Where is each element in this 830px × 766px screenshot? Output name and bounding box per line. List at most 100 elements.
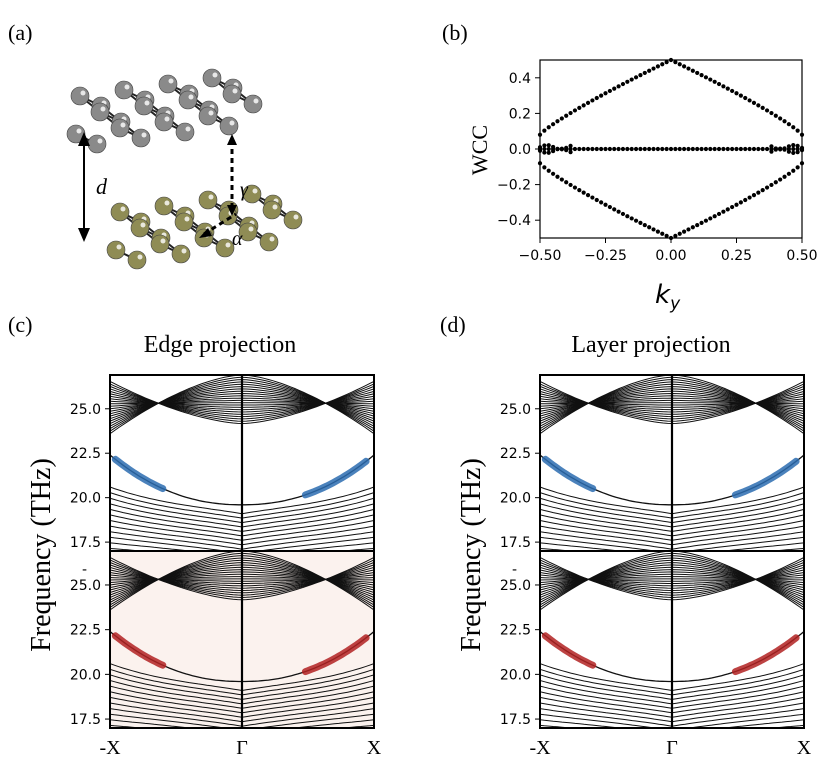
wcc-point-lower xyxy=(660,231,665,236)
wcc-point-upper xyxy=(682,64,687,69)
layer-panel-ytick-label: 20.0 xyxy=(500,491,531,507)
wcc-point-flat xyxy=(599,146,604,152)
bottom-layer-atom xyxy=(106,240,126,260)
layer-panel-band-line xyxy=(540,719,804,728)
wcc-point-upper xyxy=(773,113,778,118)
top-layer-atom-highlight xyxy=(80,90,86,96)
wcc-point-upper xyxy=(716,81,722,87)
wcc-point-flat xyxy=(638,146,643,152)
wcc-point-flat xyxy=(730,146,735,152)
wcc-point-lower xyxy=(734,202,739,207)
wcc-point-flat xyxy=(551,148,556,154)
wcc-point-flat xyxy=(764,146,770,152)
wcc-point-lower xyxy=(760,188,765,193)
bottom-layer-atom xyxy=(154,196,174,216)
wcc-point-upper xyxy=(581,103,586,108)
wcc-point-flat xyxy=(795,143,800,148)
wcc-point-lower xyxy=(756,190,761,195)
bottom-layer-atom-highlight xyxy=(252,188,258,194)
top-layer-atom-highlight xyxy=(229,120,235,126)
bottom-layer-atom xyxy=(194,228,214,248)
wcc-point-flat xyxy=(721,146,726,152)
wcc-point-lower xyxy=(782,174,787,179)
wcc-point-flat xyxy=(782,147,787,152)
edge-panel-ytick-label: 17.5 xyxy=(70,535,101,551)
top-layer-atom xyxy=(87,134,107,154)
wcc-point-flat xyxy=(546,146,551,152)
bottom-layer-atom xyxy=(150,234,170,254)
wcc-point-flat xyxy=(699,146,704,152)
wcc-point-upper xyxy=(769,110,774,116)
wcc-point-lower xyxy=(616,209,621,214)
top-layer-atom xyxy=(131,128,151,148)
top-layer-atom-highlight xyxy=(188,94,194,100)
layer-panel-ytick-label: 17.5 xyxy=(500,535,531,551)
wcc-point-flat xyxy=(537,148,543,153)
wcc-point-flat xyxy=(651,146,656,152)
wcc-point-lower xyxy=(730,204,735,210)
layer-panel-band-line xyxy=(540,542,804,551)
wcc-point-flat xyxy=(682,146,687,152)
bottom-layer-atom-highlight xyxy=(272,204,278,210)
wcc-point-lower xyxy=(708,216,713,221)
wcc-point-flat xyxy=(673,146,678,152)
wcc-point-flat xyxy=(747,146,752,152)
wcc-point-upper xyxy=(786,122,792,127)
edge-panel-band-line xyxy=(110,536,374,551)
wcc-point-upper xyxy=(616,84,621,89)
wcc-point-upper xyxy=(660,62,665,67)
layer-panel-ytick-label: 22.5 xyxy=(500,446,531,462)
bottom-layer-atom xyxy=(283,210,303,230)
wcc-point-lower xyxy=(551,171,556,176)
edge-panel-ytick-label: 22.5 xyxy=(70,446,101,462)
wcc-point-lower xyxy=(773,180,778,185)
wcc-point-flat xyxy=(725,146,730,152)
wcc-point-lower xyxy=(664,233,669,238)
edge-panel-projection-right xyxy=(301,457,370,499)
bottom-layer-atom-highlight xyxy=(269,236,275,242)
wcc-point-flat xyxy=(756,146,761,152)
wcc-point-flat xyxy=(760,146,765,152)
wcc-point-flat xyxy=(625,146,630,152)
wcc-point-upper xyxy=(564,113,569,118)
wcc-point-flat xyxy=(542,150,547,155)
bottom-layer-atom-highlight xyxy=(120,206,126,212)
wcc-point-flat xyxy=(542,143,547,148)
wcc-point-upper xyxy=(537,132,543,137)
wcc-point-upper xyxy=(734,91,739,96)
wcc-point-flat xyxy=(546,143,551,148)
edge-panel-projection-right xyxy=(301,634,370,676)
edge-panel-ytick-label: 25.0 xyxy=(70,578,101,594)
wcc-point-flat xyxy=(769,144,774,149)
wcc-ylabel: WCC xyxy=(467,125,492,175)
wcc-point-flat xyxy=(590,146,595,152)
gamma-symbol: γ xyxy=(240,179,249,201)
wcc-point-lower xyxy=(712,214,717,219)
bottom-layer-atom-highlight xyxy=(116,244,122,250)
distance-symbol: d xyxy=(96,174,108,199)
wcc-point-lower xyxy=(568,182,573,188)
wcc-point-lower xyxy=(682,229,687,234)
top-layer-atom-highlight xyxy=(185,126,191,132)
wcc-point-lower xyxy=(791,168,796,173)
wcc-point-upper xyxy=(651,66,656,71)
wcc-ticks: −0.50 −0.25 0.00 0.25 0.50 0.4 0.2 0.0 −0.2 −0.4 xyxy=(497,71,818,264)
layer-panel-xtick-label: Γ xyxy=(666,737,678,759)
wcc-point-lower xyxy=(747,195,752,200)
wcc-point-upper xyxy=(625,79,630,84)
wcc-point-upper xyxy=(799,132,805,137)
wcc-point-flat xyxy=(620,146,626,152)
wcc-point-flat xyxy=(786,144,792,149)
wcc-point-lower xyxy=(651,227,656,232)
edge-panel-xtick-label: Γ xyxy=(236,737,248,759)
wcc-series xyxy=(537,57,805,241)
wcc-point-flat xyxy=(577,146,582,152)
wcc-point-flat xyxy=(633,146,639,152)
wcc-point-lower xyxy=(778,177,783,182)
bottom-layer-atom xyxy=(262,200,282,220)
wcc-point-lower xyxy=(581,190,586,195)
layer-panel-minus-mark: - xyxy=(512,562,517,578)
wcc-point-lower xyxy=(647,225,652,230)
bottom-layer-atom xyxy=(127,250,147,270)
wcc-point-upper xyxy=(642,70,647,76)
